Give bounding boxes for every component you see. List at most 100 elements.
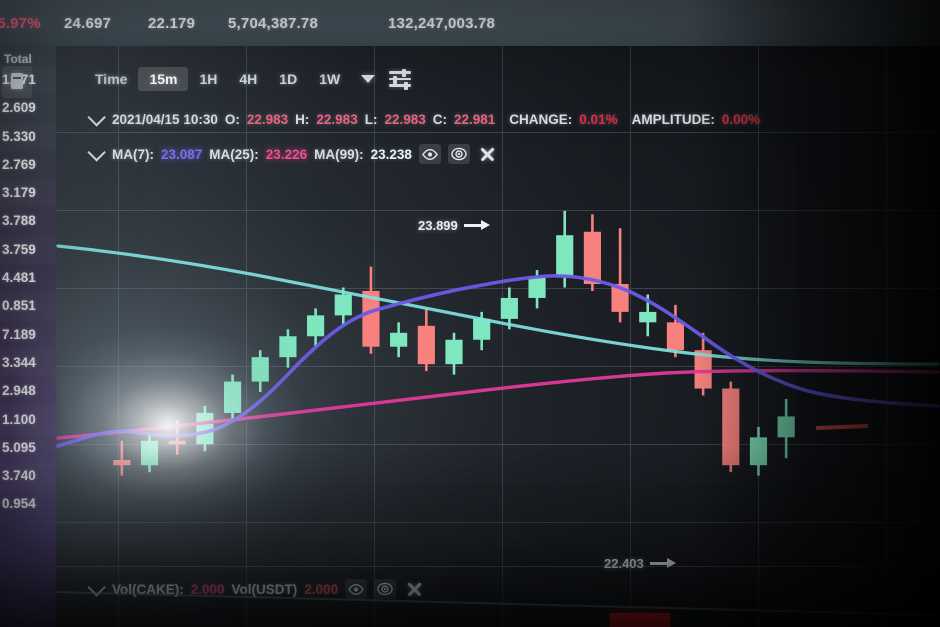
- orderbook-row[interactable]: 3.344: [0, 349, 56, 377]
- ma7-line: [56, 274, 940, 448]
- ohlc-high-label: H:: [295, 112, 310, 127]
- close-icon[interactable]: [477, 144, 499, 164]
- eye-icon[interactable]: [418, 144, 441, 164]
- ticker-change: -5.97%: [0, 0, 41, 46]
- orderbook-row[interactable]: 0.851: [0, 292, 56, 320]
- ohlc-close-value: 22.981: [454, 112, 496, 127]
- target-icon[interactable]: [374, 579, 397, 599]
- ma7-label: MA(7):: [112, 146, 154, 162]
- candle-body: [639, 311, 657, 323]
- eye-icon[interactable]: [345, 579, 368, 599]
- volume-quote-label: Vol(USDT): [231, 581, 298, 597]
- ticker-high-value: 24.697: [64, 14, 112, 32]
- arrow-right-icon: [463, 220, 490, 231]
- candle-body: [500, 297, 518, 319]
- orderbook-row[interactable]: 3.759: [0, 236, 56, 264]
- interval-15m[interactable]: 15m: [138, 67, 189, 91]
- interval-4h[interactable]: 4H: [239, 71, 258, 87]
- ohlc-change-label: CHANGE:: [509, 112, 573, 127]
- close-icon[interactable]: [403, 579, 425, 599]
- candle-body: [777, 416, 795, 438]
- orderbook-row[interactable]: 5.330: [0, 123, 56, 151]
- candle-body: [722, 388, 740, 466]
- volume-panel[interactable]: Vol(CAKE): 2.000 Vol(USDT) 2.000: [55, 566, 940, 627]
- ticker-low: 22.179: [148, 0, 195, 46]
- high-price-marker-value: 23.899: [418, 218, 458, 233]
- interval-toolbar[interactable]: Time 15m 1H 4H 1D 1W: [84, 64, 412, 94]
- candle-body: [445, 339, 463, 365]
- candle-body: [334, 294, 352, 316]
- candle-body: [140, 440, 159, 466]
- candle-body: [611, 284, 629, 312]
- orderbook-row[interactable]: 3.179: [0, 179, 56, 207]
- orderbook-row[interactable]: 0.954: [2, 496, 36, 512]
- chevron-down-icon[interactable]: [361, 75, 376, 83]
- candle-series: [113, 210, 795, 476]
- candle-body: [556, 235, 574, 278]
- candle-body: [694, 350, 712, 389]
- target-icon[interactable]: [447, 144, 470, 164]
- toolbar-time-label[interactable]: Time: [95, 71, 128, 87]
- ticker-volume-base: 5,704,387.78: [228, 0, 318, 46]
- ohlc-open-label: O:: [224, 112, 240, 127]
- orderbook-row[interactable]: 2.609: [2, 100, 36, 116]
- ohlc-amplitude-value: 0.00%: [721, 112, 761, 127]
- orderbook-layout-icon[interactable]: [2, 66, 32, 98]
- ohlc-high-value: 22.983: [316, 112, 358, 127]
- orderbook-row[interactable]: 4.481: [2, 270, 36, 286]
- ohlc-close-label: C:: [432, 112, 447, 127]
- ticker-bar: -5.97% 24.697 22.179 5,704,387.78 132,24…: [0, 0, 940, 46]
- ohlc-amplitude-label: AMPLITUDE:: [631, 112, 715, 127]
- candle-body: [362, 290, 380, 347]
- interval-1w[interactable]: 1W: [319, 71, 341, 87]
- ohlc-change-value: 0.01%: [579, 112, 618, 127]
- orderbook-total-column[interactable]: Total 1.4712.6095.3302.7693.1793.7883.75…: [0, 46, 56, 627]
- ma25-label: MA(25):: [209, 146, 259, 162]
- ma99-value: 23.238: [370, 146, 412, 162]
- candle-body: [251, 357, 269, 382]
- panel-light-gradient: [56, 46, 940, 627]
- book-icon: [11, 73, 23, 89]
- chart-panel[interactable]: Time 15m 1H 4H 1D 1W 2021/04/15 10:30 O:…: [56, 46, 940, 627]
- ma99-label: MA(99):: [314, 146, 364, 162]
- candle-body: [168, 440, 186, 445]
- candle-body: [473, 318, 491, 340]
- candle-body: [583, 231, 601, 285]
- orderbook-row[interactable]: 1.100: [0, 406, 56, 434]
- ma-legend[interactable]: MA(7): 23.087 MA(25): 23.226 MA(99): 23.…: [87, 142, 499, 164]
- orderbook-rows: 1.4712.6095.3302.7693.1793.7883.7594.481…: [0, 66, 56, 519]
- ohlc-low-label: L:: [364, 112, 378, 127]
- ticker-volume-quote: 132,247,003.78: [388, 0, 495, 46]
- orderbook-row[interactable]: 3.740: [0, 462, 56, 490]
- ma25-line: [56, 368, 940, 440]
- chart-grid: [56, 46, 940, 627]
- orderbook-row[interactable]: 2.769: [2, 156, 36, 172]
- candle-body: [417, 325, 435, 365]
- high-price-marker: 23.899: [418, 218, 490, 233]
- orderbook-row[interactable]: 3.788: [2, 213, 36, 229]
- interval-1d[interactable]: 1D: [279, 71, 298, 87]
- orderbook-header-total: Total: [4, 52, 32, 66]
- candle-body: [223, 381, 242, 413]
- volume-quote-value: 2.000: [304, 581, 339, 597]
- chevron-down-icon[interactable]: [87, 142, 106, 162]
- candle-body: [390, 332, 408, 347]
- chevron-down-icon[interactable]: [87, 108, 106, 127]
- candle-body: [196, 412, 214, 445]
- candlestick-plot: [56, 210, 940, 476]
- sliders-icon[interactable]: [389, 69, 412, 90]
- ticker-low-value: 22.179: [148, 14, 196, 32]
- ohlc-legend[interactable]: 2021/04/15 10:30 O: 22.983 H: 22.983 L: …: [87, 108, 761, 127]
- orderbook-row[interactable]: 2.948: [2, 383, 36, 399]
- ticker-high: 24.697: [64, 0, 111, 46]
- orderbook-row[interactable]: 5.095: [2, 439, 36, 455]
- candle-body: [307, 315, 325, 337]
- orderbook-row[interactable]: 7.189: [2, 326, 36, 342]
- candle-body: [666, 322, 685, 351]
- screen-reflection-streak: [55, 591, 940, 618]
- ma99-line: [56, 244, 940, 366]
- interval-1h[interactable]: 1H: [199, 71, 218, 87]
- ticker-change-value: -5.97%: [0, 14, 41, 32]
- ticker-volume-quote-value: 132,247,003.78: [388, 14, 496, 32]
